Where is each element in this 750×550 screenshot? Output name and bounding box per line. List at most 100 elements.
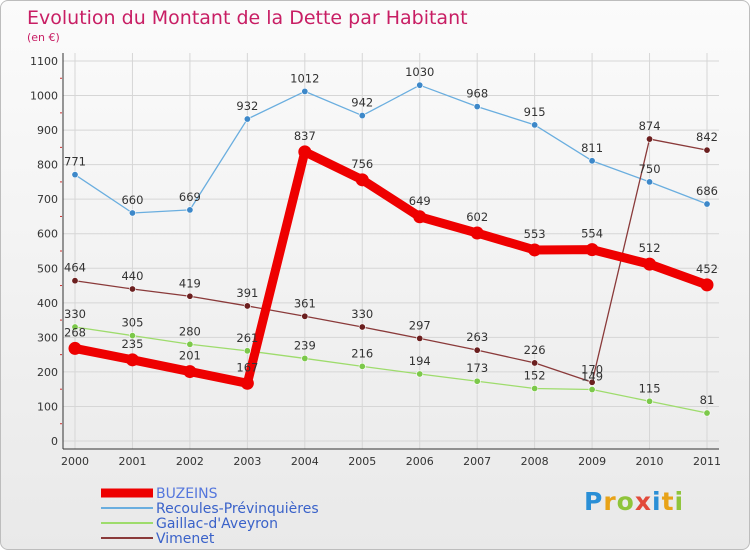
data-point-recoules-pr-vinqui-res (358, 112, 366, 120)
data-label-buzeins: 201 (179, 349, 201, 363)
data-point-buzeins (413, 210, 427, 224)
data-label-gaillac-d-aveyron: 194 (409, 354, 431, 368)
data-point-recoules-pr-vinqui-res (128, 209, 136, 217)
logo-letter: r (603, 487, 617, 516)
data-point-buzeins (183, 365, 197, 379)
data-label-buzeins: 553 (524, 227, 546, 241)
y-tick-label: 1000 (30, 90, 58, 103)
data-label-buzeins: 167 (236, 360, 258, 374)
data-label-buzeins: 837 (294, 129, 316, 143)
y-tick-label: 400 (37, 297, 58, 310)
data-label-recoules-pr-vinqui-res: 811 (581, 141, 603, 155)
data-point-recoules-pr-vinqui-res (243, 115, 251, 123)
data-label-vimenet: 440 (121, 269, 143, 283)
data-point-buzeins (700, 278, 714, 292)
data-label-buzeins: 235 (121, 337, 143, 351)
data-label-gaillac-d-aveyron: 280 (179, 324, 201, 338)
data-label-buzeins: 602 (466, 210, 488, 224)
data-label-gaillac-d-aveyron: 216 (351, 346, 373, 360)
x-tick-label: 2009 (578, 455, 606, 468)
data-point-vimenet (301, 312, 309, 320)
data-label-recoules-pr-vinqui-res: 942 (351, 96, 373, 110)
data-label-gaillac-d-aveyron: 261 (236, 331, 258, 345)
data-point-vimenet (243, 302, 251, 310)
data-label-recoules-pr-vinqui-res: 1030 (405, 65, 434, 79)
data-point-buzeins (643, 257, 657, 271)
logo-letter: t (661, 487, 675, 516)
data-label-vimenet: 297 (409, 318, 431, 332)
data-point-gaillac-d-aveyron (358, 362, 366, 370)
data-label-vimenet: 874 (639, 119, 661, 133)
x-tick-label: 2007 (463, 455, 491, 468)
data-point-gaillac-d-aveyron (646, 397, 654, 405)
y-tick-label: 600 (37, 228, 58, 241)
data-label-vimenet: 226 (524, 343, 546, 357)
series-line-vimenet (74, 138, 708, 383)
logo-letter: o (616, 487, 635, 516)
data-label-gaillac-d-aveyron: 239 (294, 338, 316, 352)
legend: BUZEINSRecoules-PrévinquièresGaillac-d'A… (101, 486, 319, 547)
data-label-vimenet: 842 (696, 130, 718, 144)
data-label-vimenet: 170 (581, 362, 603, 376)
data-point-vimenet (703, 146, 711, 154)
axes: 0 100 200 300 400 500 600 700 800 900 1000 1100 2000… (30, 53, 721, 468)
data-point-recoules-pr-vinqui-res (531, 121, 539, 129)
legend-label-gaillac-d-aveyron: Gaillac-d'Aveyron (156, 516, 278, 532)
data-label-recoules-pr-vinqui-res: 750 (639, 162, 661, 176)
data-point-recoules-pr-vinqui-res (473, 103, 481, 111)
data-label-vimenet: 464 (64, 261, 86, 275)
data-point-recoules-pr-vinqui-res (416, 81, 424, 89)
data-point-gaillac-d-aveyron (186, 340, 194, 348)
data-point-vimenet (416, 334, 424, 342)
series-lines (70, 84, 712, 414)
data-point-buzeins (240, 376, 254, 390)
y-tick-label: 500 (37, 262, 58, 275)
data-point-vimenet (646, 135, 654, 143)
chart-title: Evolution du Montant de la Dette par Hab… (27, 7, 468, 29)
logo-letter: P (584, 487, 604, 516)
data-point-recoules-pr-vinqui-res (588, 157, 596, 165)
y-tick-label: 300 (37, 331, 58, 344)
legend-label-buzeins: BUZEINS (156, 486, 218, 502)
data-point-buzeins (298, 145, 312, 159)
x-tick-label: 2003 (233, 455, 261, 468)
data-point-recoules-pr-vinqui-res (301, 87, 309, 95)
data-label-recoules-pr-vinqui-res: 915 (524, 105, 546, 119)
series-line-gaillac-d-aveyron (74, 326, 708, 414)
data-label-buzeins: 512 (639, 241, 661, 255)
data-point-vimenet (588, 378, 596, 386)
x-tick-label: 2008 (521, 455, 549, 468)
y-tick-label: 800 (37, 159, 58, 172)
chart-subtitle: (en €) (27, 31, 60, 44)
proxiti-logo: Proxiti (584, 487, 684, 516)
legend-label-vimenet: Vimenet (156, 531, 215, 547)
data-point-gaillac-d-aveyron (71, 323, 79, 331)
grid (63, 53, 719, 449)
data-label-vimenet: 391 (236, 286, 258, 300)
data-label-vimenet: 330 (351, 307, 373, 321)
logo-letter: i (674, 487, 685, 516)
data-point-gaillac-d-aveyron (473, 377, 481, 385)
data-label-recoules-pr-vinqui-res: 771 (64, 155, 86, 169)
data-point-buzeins (585, 243, 599, 257)
data-label-recoules-pr-vinqui-res: 1012 (290, 71, 319, 85)
data-label-buzeins: 554 (581, 227, 603, 241)
data-point-vimenet (358, 323, 366, 331)
data-label-vimenet: 361 (294, 296, 316, 310)
data-point-recoules-pr-vinqui-res (703, 200, 711, 208)
data-point-vimenet (186, 292, 194, 300)
data-label-recoules-pr-vinqui-res: 932 (236, 99, 258, 113)
data-label-gaillac-d-aveyron: 81 (700, 393, 715, 407)
data-label-buzeins: 756 (351, 157, 373, 171)
data-point-vimenet (71, 277, 79, 285)
y-tick-label: 900 (37, 124, 58, 137)
data-label-gaillac-d-aveyron: 330 (64, 307, 86, 321)
data-point-buzeins (470, 226, 484, 240)
data-label-gaillac-d-aveyron: 149 (581, 370, 603, 384)
data-point-recoules-pr-vinqui-res (71, 171, 79, 179)
data-point-vimenet (473, 346, 481, 354)
data-point-gaillac-d-aveyron (128, 332, 136, 340)
y-tick-label: 700 (37, 193, 58, 206)
